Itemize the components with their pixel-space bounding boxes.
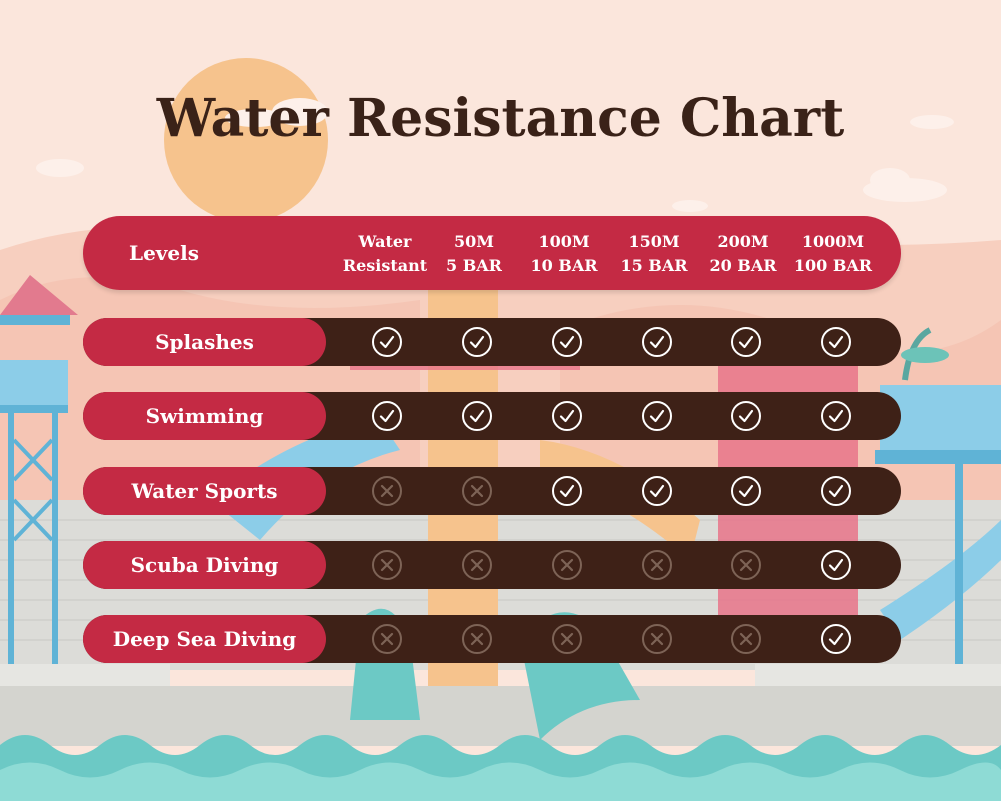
x-circle-icon: [642, 550, 672, 580]
table-row: Splashes: [83, 318, 901, 366]
x-circle-icon: [462, 550, 492, 580]
column-header-depth: 100M: [538, 232, 590, 251]
table-row: Water Sports: [83, 467, 901, 515]
x-circle-icon: [731, 550, 761, 580]
check-circle-icon: [821, 327, 851, 357]
column-header-bar: Resistant: [342, 256, 428, 275]
column-header-bar: 100 BAR: [793, 256, 873, 275]
x-circle-icon: [462, 476, 492, 506]
check-circle-icon: [462, 401, 492, 431]
table-row: Swimming: [83, 392, 901, 440]
table-row: Scuba Diving: [83, 541, 901, 589]
row-label: Splashes: [83, 318, 326, 366]
check-circle-icon: [552, 327, 582, 357]
check-circle-icon: [821, 401, 851, 431]
x-circle-icon: [462, 624, 492, 654]
cloud-illustration: [36, 98, 954, 212]
check-circle-icon: [372, 327, 402, 357]
check-circle-icon: [731, 476, 761, 506]
levels-header: Levels: [129, 241, 199, 265]
check-circle-icon: [642, 476, 672, 506]
column-header-depth: 150M: [628, 232, 680, 251]
deck-illustration: [875, 327, 1001, 664]
column-header-bar: 10 BAR: [530, 256, 598, 275]
table-header: Levels Water Resistant 50M 5 BAR 100M 10…: [83, 216, 901, 290]
x-circle-icon: [642, 624, 672, 654]
column-header: 100M 10 BAR: [514, 230, 614, 278]
check-circle-icon: [821, 624, 851, 654]
column-header-depth: 50M: [454, 232, 494, 251]
table-row: Deep Sea Diving: [83, 615, 901, 663]
x-circle-icon: [372, 476, 402, 506]
check-circle-icon: [372, 401, 402, 431]
column-header-depth: 200M: [717, 232, 769, 251]
x-circle-icon: [552, 624, 582, 654]
row-label: Scuba Diving: [83, 541, 326, 589]
check-circle-icon: [462, 327, 492, 357]
check-circle-icon: [731, 327, 761, 357]
column-header-bar: 20 BAR: [709, 256, 777, 275]
check-circle-icon: [642, 401, 672, 431]
x-circle-icon: [372, 624, 402, 654]
x-circle-icon: [372, 550, 402, 580]
chart-title: Water Resistance Chart: [156, 88, 845, 149]
column-header: Water Resistant: [335, 230, 435, 278]
check-circle-icon: [642, 327, 672, 357]
row-label: Deep Sea Diving: [83, 615, 326, 663]
x-circle-icon: [731, 624, 761, 654]
row-label: Water Sports: [83, 467, 326, 515]
column-header-bar: 5 BAR: [446, 256, 502, 275]
column-header: 1000M 100 BAR: [783, 230, 883, 278]
check-circle-icon: [731, 401, 761, 431]
x-circle-icon: [552, 550, 582, 580]
column-header-depth: Water: [358, 232, 412, 251]
column-header-bar: 15 BAR: [620, 256, 688, 275]
check-circle-icon: [821, 476, 851, 506]
row-label: Swimming: [83, 392, 326, 440]
column-header-depth: 1000M: [801, 232, 865, 251]
check-circle-icon: [552, 476, 582, 506]
column-header: 50M 5 BAR: [424, 230, 524, 278]
column-header: 150M 15 BAR: [604, 230, 704, 278]
column-header: 200M 20 BAR: [693, 230, 793, 278]
sun-illustration: [164, 58, 328, 222]
check-circle-icon: [821, 550, 851, 580]
lifeguard-tower-illustration: [0, 275, 78, 668]
check-circle-icon: [552, 401, 582, 431]
